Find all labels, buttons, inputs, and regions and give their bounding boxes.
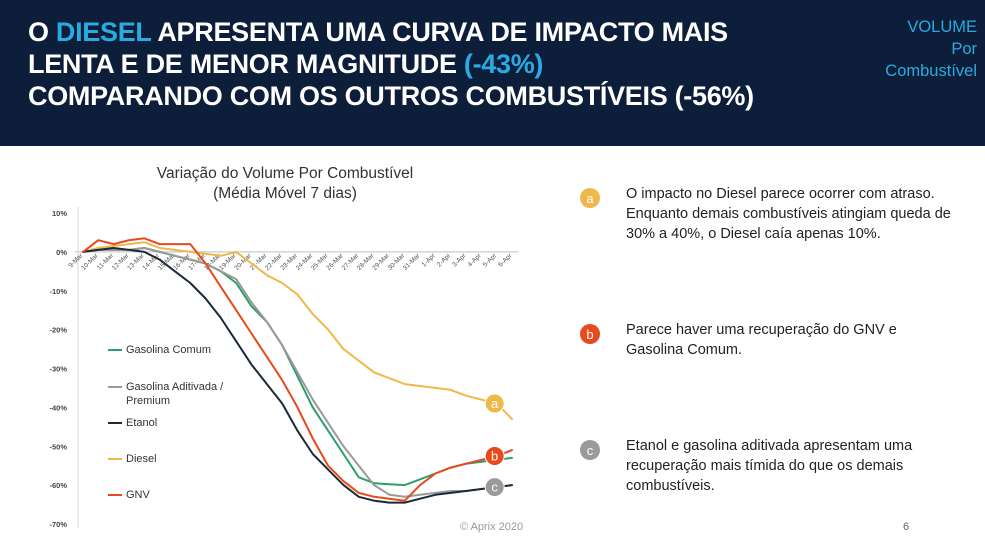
chart-title-main: Variação do Volume Por Combustível	[156, 165, 414, 182]
note-item-c: c Etanol e gasolina aditivada apresentam …	[580, 436, 956, 496]
section-label-line-2: Por	[951, 40, 977, 58]
section-label-line-1: VOLUME	[907, 18, 977, 36]
legend-item: Gasolina Aditivada / Premium	[108, 380, 236, 408]
page-title: O DIESEL APRESENTA UMA CURVA DE IMPACTO …	[28, 16, 754, 112]
legend-item: Diesel	[108, 452, 236, 466]
section-label-line-3: Combustível	[885, 62, 977, 80]
title-line-3: COMPARANDO COM OS OUTROS COMBUSTÍVEIS (-…	[28, 81, 754, 111]
x-tick-label: 2-Apr	[436, 252, 453, 269]
chart-marker-b	[484, 445, 505, 466]
legend-item: Etanol	[108, 416, 236, 430]
legend-swatch	[108, 386, 122, 388]
x-tick-label: 31-Mar	[402, 252, 422, 272]
y-tick-label: -70%	[49, 520, 67, 529]
legend-item: GNV	[108, 488, 236, 502]
y-tick-label: 0%	[56, 248, 67, 257]
x-tick-label: 4-Apr	[467, 252, 484, 269]
x-tick-label: 1-Apr	[421, 252, 438, 269]
title-highlight-percent: (-43%)	[463, 49, 544, 79]
chart-marker-a	[484, 393, 505, 414]
notes-panel: a O impacto no Diesel parece ocorrer com …	[580, 180, 980, 520]
legend-label: Gasolina Aditivada / Premium	[126, 381, 224, 407]
chart-marker-label: b	[491, 448, 498, 463]
chart-title: Variação do Volume Por Combustível (Médi…	[130, 164, 440, 204]
y-tick-label: -30%	[49, 365, 67, 374]
x-tick-label: 3-Apr	[451, 252, 468, 269]
x-tick-label: 5-Apr	[482, 252, 499, 269]
legend-label: GNV	[126, 489, 150, 501]
y-tick-label: -10%	[49, 287, 67, 296]
note-badge: c	[580, 440, 600, 460]
legend-label: Diesel	[126, 453, 157, 465]
chart-marker-label: c	[491, 480, 498, 495]
legend-swatch	[108, 422, 122, 424]
series-line-diesel	[82, 241, 513, 420]
note-text: Parece haver uma recuperação do GNV e Ga…	[626, 322, 897, 358]
legend-swatch	[108, 458, 122, 460]
note-badge: b	[580, 324, 600, 344]
note-item-b: b Parece haver uma recuperação do GNV e G…	[580, 320, 956, 360]
series-line-etanol	[82, 247, 513, 504]
legend-label: Gasolina Comum	[126, 344, 211, 356]
y-tick-label: -40%	[49, 403, 67, 412]
note-item-a: a O impacto no Diesel parece ocorrer com …	[580, 184, 956, 244]
legend-item: Gasolina Comum	[108, 343, 236, 357]
header-bar: O DIESEL APRESENTA UMA CURVA DE IMPACTO …	[0, 0, 985, 146]
note-badge: a	[580, 188, 600, 208]
title-line-1: O DIESEL APRESENTA UMA CURVA DE IMPACTO …	[28, 17, 728, 47]
y-tick-label: 10%	[52, 209, 67, 218]
chart-title-sub: (Média Móvel 7 dias)	[213, 185, 357, 202]
note-text: Etanol e gasolina aditivada apresentam u…	[626, 438, 913, 494]
y-tick-label: -50%	[49, 442, 67, 451]
section-label: VOLUME Por Combustível	[885, 16, 977, 82]
series-line-gnv	[82, 237, 513, 502]
chart-legend: Gasolina Comum Gasolina Aditivada / Premi…	[108, 0, 248, 538]
copyright: © Aprix 2020	[460, 521, 524, 533]
title-line-2: LENTA E DE MENOR MAGNITUDE (-43%)	[28, 49, 544, 79]
y-tick-label: -20%	[49, 326, 67, 335]
page-number: 6	[903, 521, 910, 533]
chart-marker-label: a	[491, 396, 499, 411]
series-line-gasolina-aditivada-premium	[82, 247, 513, 498]
legend-swatch	[108, 494, 122, 496]
x-tick-label: 6-Apr	[497, 252, 514, 269]
legend-swatch	[108, 349, 122, 351]
chart-marker-c	[484, 477, 505, 498]
note-text: O impacto no Diesel parece ocorrer com a…	[626, 186, 951, 242]
legend-label: Etanol	[126, 417, 158, 429]
title-highlight-diesel: DIESEL	[55, 17, 152, 47]
y-tick-label: -60%	[49, 481, 67, 490]
